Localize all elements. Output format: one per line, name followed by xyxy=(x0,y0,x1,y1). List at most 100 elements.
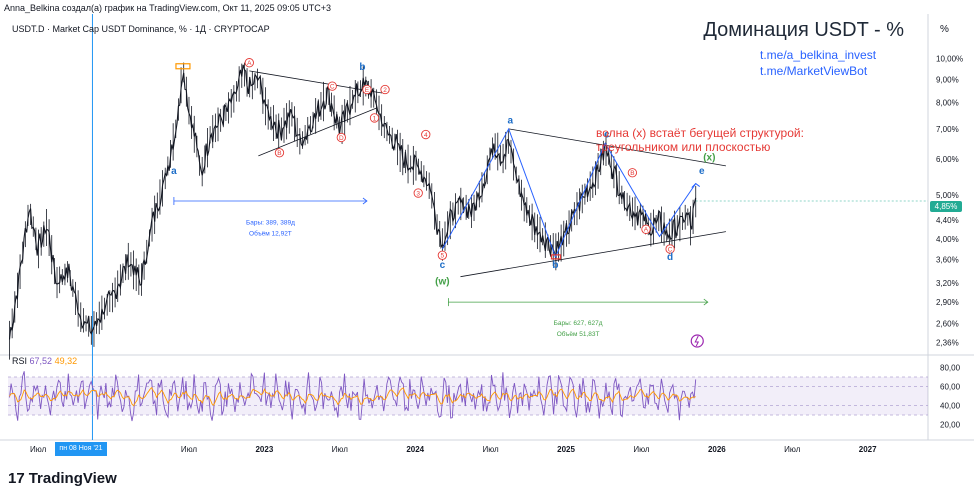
rsi-tick-label: 80,00 xyxy=(940,364,961,373)
rsi-tick-label: 60,00 xyxy=(940,383,961,392)
tradingview-logo[interactable]: 17 TradingView xyxy=(8,470,117,487)
wave-label: 5 xyxy=(441,253,445,260)
wave-label: d xyxy=(667,252,673,263)
rsi-line xyxy=(9,371,697,422)
top-marker xyxy=(175,63,191,70)
wave-label-circle xyxy=(274,148,285,158)
wave-label: (w) xyxy=(435,277,449,288)
price-tick-label: 9,00% xyxy=(936,75,959,84)
rsi-tick-label: 40,00 xyxy=(940,402,961,411)
wave-label-circle xyxy=(380,84,390,95)
price-tick-label: 8,00% xyxy=(936,99,959,108)
lightning-bolt xyxy=(694,335,700,347)
price-tick-label: 4,40% xyxy=(936,216,959,225)
wave-label: B xyxy=(277,150,281,157)
lightning-icon xyxy=(690,334,704,348)
wave-label: E xyxy=(365,87,370,94)
telegram-link-1[interactable]: t.me/a_belkina_invest xyxy=(760,48,877,62)
trend-line xyxy=(508,128,726,167)
time-tick-label: Июл xyxy=(332,445,349,454)
measure-arrow xyxy=(703,298,709,306)
symbol-line[interactable]: USDT.D · Market Cap USDT Dominance, % · … xyxy=(12,24,270,34)
wave-label: c xyxy=(604,130,610,141)
time-tick-label: Июл xyxy=(633,445,650,454)
time-tick-label: Июл xyxy=(784,445,801,454)
last-price-badge: 4,85% xyxy=(930,201,962,212)
scale-unit[interactable]: % xyxy=(940,24,949,35)
rsi-name: RSI xyxy=(12,356,28,366)
measure-label: Бары: 627, 627д xyxy=(554,320,603,327)
wave-label-circle xyxy=(413,188,423,198)
rsi-ma-value: 49,32 xyxy=(54,356,78,366)
price-tick-label: 2,90% xyxy=(936,298,959,307)
wave-label-circle xyxy=(641,224,651,234)
rsi-legend[interactable]: RSI 67,52 49,32 xyxy=(12,356,77,366)
wave-label: c xyxy=(440,260,446,271)
crosshair-date-badge: пн 08 Ноя '21 xyxy=(55,442,107,456)
trend-line xyxy=(258,107,378,157)
wave-label: B xyxy=(630,170,634,177)
measure-label: Объём 12,92T xyxy=(249,230,292,238)
wave-label: A xyxy=(644,227,649,234)
time-tick-label: 2027 xyxy=(859,445,877,454)
wave-label-circle xyxy=(336,132,346,143)
wave-label: b xyxy=(552,260,558,271)
price-tick-label: 4,00% xyxy=(936,235,959,244)
wave-arrowhead xyxy=(691,182,701,188)
price-tick-label: 10,00% xyxy=(936,55,963,64)
wave-label: a xyxy=(171,166,177,177)
price-tick-label: 3,20% xyxy=(936,279,959,288)
telegram-link-2[interactable]: t.me/MarketViewBot xyxy=(760,64,868,78)
chart-title: Доминация USDT - % xyxy=(703,19,904,41)
measure-arrow xyxy=(362,197,368,205)
price-tick-label: 7,00% xyxy=(936,125,959,134)
wave-label-circle xyxy=(665,244,675,254)
wave-label: D xyxy=(339,135,344,142)
measure-label: Объём 51,83T xyxy=(557,330,600,338)
rsi-tick-label: 20,00 xyxy=(940,421,961,430)
wave-label: 2 xyxy=(383,87,387,94)
wave-label: 4 xyxy=(424,132,428,139)
wave-label-circle xyxy=(627,168,638,178)
price-tick-label: 5,00% xyxy=(936,191,959,200)
rsi-value: 67,52 xyxy=(29,356,53,366)
wave-label: 1 xyxy=(373,115,377,122)
time-tick-label: 2024 xyxy=(406,445,424,454)
time-tick-label: Июл xyxy=(30,445,47,454)
wave-label-circle xyxy=(327,81,337,91)
time-tick-label: Июл xyxy=(482,445,499,454)
price-tick-label: 6,00% xyxy=(936,155,959,164)
author-line: Anna_Belkina создал(а) график на Trading… xyxy=(4,3,331,13)
time-tick-label: 2025 xyxy=(557,445,575,454)
measure-label: Бары: 389, 389д xyxy=(246,220,295,227)
wave-label: b xyxy=(359,62,365,73)
time-tick-label: 2023 xyxy=(255,445,273,454)
wave-label: 3 xyxy=(416,190,420,197)
rsi-ma-line xyxy=(9,386,696,407)
time-tick-label: Июл xyxy=(181,445,198,454)
time-tick-label: 2026 xyxy=(708,445,726,454)
wave-label: A xyxy=(247,60,252,67)
tradingview-mark-icon: 17 xyxy=(8,470,25,487)
wave-label-circle xyxy=(362,84,372,95)
wave-label: (x) xyxy=(703,153,715,164)
price-tick-label: 2,36% xyxy=(936,339,959,348)
wave-label-circle xyxy=(437,250,448,260)
bottom-marker xyxy=(550,254,562,260)
price-tick-label: 3,60% xyxy=(936,256,959,265)
tradingview-wordmark: TradingView xyxy=(28,470,117,487)
trend-line xyxy=(460,231,726,278)
wave-label-circle xyxy=(369,113,380,123)
wave-label-circle xyxy=(421,129,431,140)
wave-label: C xyxy=(330,84,335,91)
wave-label: C xyxy=(668,246,673,253)
trend-line xyxy=(249,70,383,94)
annotation-note: волна (x) встаёт бегущей структурой: тре… xyxy=(596,126,804,154)
wave-path xyxy=(441,127,697,259)
wave-label-circle xyxy=(244,58,254,68)
wave-label: e xyxy=(699,166,705,177)
price-tick-label: 2,60% xyxy=(936,320,959,329)
wave-label: a xyxy=(507,116,513,127)
